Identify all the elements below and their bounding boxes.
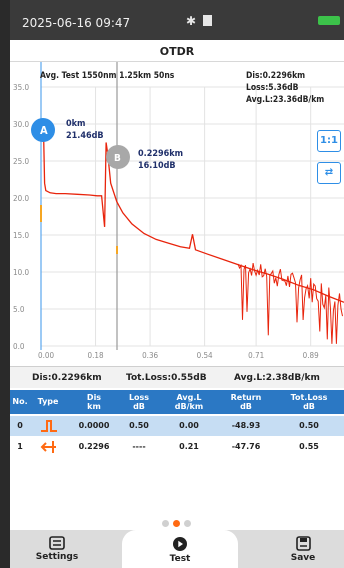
y-tick-label: 0.0 [13, 342, 25, 351]
summary-total-loss: Tot.Loss:0.55dB [126, 373, 207, 383]
row-avg-loss: 0.00 [179, 421, 199, 430]
col-ret-label: Return [230, 393, 262, 402]
play-icon [173, 537, 187, 551]
x-tick-label: 0.71 [248, 351, 264, 360]
col-dis-label: Dis [86, 393, 102, 402]
marker-b-letter: B [114, 153, 121, 164]
x-tick-label: 0.00 [38, 351, 54, 360]
save-button[interactable]: Save [268, 536, 338, 563]
y-tick-label: 30.0 [13, 120, 29, 129]
y-tick-label: 20.0 [13, 194, 29, 203]
y-tick-label: 25.0 [13, 157, 29, 166]
row-return: -48.93 [231, 421, 261, 430]
row-total-loss: 0.55 [299, 442, 319, 451]
marker-b-handle[interactable]: B [106, 145, 130, 169]
col-loss: Loss dB [118, 393, 160, 411]
row-total-loss: 0.50 [299, 421, 319, 430]
x-tick-label: 0.54 [197, 351, 213, 360]
summary-bar: Dis:0.2296km Tot.Loss:0.55dB Avg.L:2.38d… [10, 366, 344, 388]
x-tick-label: 0.89 [303, 351, 319, 360]
status-bar: 2025-06-16 09:47 ✱ [10, 0, 344, 40]
trace-loss: Loss:5.36dB [246, 83, 299, 93]
x-tick-label: 0.36 [142, 351, 158, 360]
col-loss-unit: dB [133, 402, 145, 411]
battery-icon [318, 16, 340, 25]
col-total-loss: Tot.Loss dB [274, 393, 344, 411]
summary-avg-loss: Avg.L:2.38dB/km [234, 373, 320, 383]
save-icon [295, 536, 311, 551]
test-info: Avg. Test 1550nm 1.25km 50ns [40, 71, 175, 81]
col-avg-loss: Avg.L dB/km [160, 393, 218, 411]
row-avg-loss: 0.21 [179, 442, 199, 451]
otdr-chart[interactable]: 35.0 30.0 25.0 20.0 15.0 10.0 5.0 0.0 0.00 0.18 0.… [10, 62, 344, 366]
col-tot-unit: dB [303, 402, 315, 411]
col-tot-label: Tot.Loss [290, 393, 328, 402]
bluetooth-icon: ✱ [186, 14, 197, 28]
table-row[interactable]: 0 0.0000 0.50 0.00 -48.93 0.50 [10, 416, 344, 436]
page-title: OTDR [159, 45, 195, 58]
end-event-icon [32, 437, 66, 465]
row-loss: 0.50 [129, 421, 149, 430]
marker-a-letter: A [40, 124, 48, 137]
y-tick-label: 10.0 [13, 268, 29, 277]
row-loss: ---- [132, 442, 146, 451]
x-tick-label: 0.18 [88, 351, 104, 360]
trace-dis: Dis:0.2296km [246, 71, 305, 81]
title-bar: OTDR [10, 40, 344, 62]
status-time: 2025-06-16 09:47 [22, 16, 131, 30]
page-indicator[interactable] [160, 512, 193, 531]
row-distance: 0.2296 [78, 442, 110, 451]
y-tick-label: 15.0 [13, 231, 29, 240]
col-return: Return dB [218, 393, 274, 411]
sim-card-icon [202, 15, 212, 26]
page-dot[interactable] [162, 520, 169, 527]
test-button[interactable]: Test [145, 536, 215, 564]
table-row[interactable]: 1 0.2296 ---- 0.21 -47.76 0.55 [10, 437, 344, 457]
bottom-nav: Settings Test Save [10, 530, 344, 568]
otdr-trace-noise [237, 263, 343, 344]
trace-avg-loss: Avg.L:23.36dB/km [246, 95, 324, 105]
zoom-ratio-button[interactable]: 1:1 [317, 130, 341, 152]
summary-distance: Dis:0.2296km [32, 373, 102, 383]
marker-b-distance: 0.2296km [138, 149, 183, 159]
row-distance: 0.0000 [78, 421, 110, 430]
col-no: No. [12, 397, 28, 406]
marker-a-distance: 0km [66, 119, 85, 129]
page-dot[interactable] [184, 520, 191, 527]
swap-icon[interactable]: ⇄ [317, 162, 341, 184]
settings-label: Settings [35, 552, 79, 562]
col-avgl-unit: dB/km [174, 402, 204, 411]
save-label: Save [290, 553, 316, 563]
settings-button[interactable]: Settings [22, 536, 92, 562]
status-icons: ✱ [186, 14, 212, 28]
settings-icon [49, 536, 65, 550]
otdr-trace [40, 119, 344, 303]
col-dis-unit: km [87, 402, 101, 411]
row-no: 1 [17, 442, 23, 451]
col-ret-unit: dB [240, 402, 252, 411]
page-dot-active[interactable] [173, 520, 180, 527]
col-avgl-label: Avg.L [176, 393, 202, 402]
row-no: 0 [17, 421, 23, 430]
marker-a-handle[interactable]: A [31, 118, 55, 142]
row-return: -47.76 [231, 442, 261, 451]
y-tick-label: 5.0 [13, 305, 25, 314]
event-table-header: No. Type Dis km Loss dB Avg.L dB/km Return d… [10, 390, 344, 414]
col-loss-label: Loss [128, 393, 150, 402]
y-tick-label: 35.0 [13, 83, 29, 92]
test-label: Test [169, 554, 191, 564]
col-type: Type [37, 397, 59, 406]
launch-event-icon [32, 416, 66, 444]
otdr-chart-area[interactable]: 35.0 30.0 25.0 20.0 15.0 10.0 5.0 0.0 0.00 0.18 0.… [10, 62, 344, 366]
marker-a-level: 21.46dB [66, 131, 104, 141]
otdr-screen: 2025-06-16 09:47 ✱ OTDR 35.0 30.0 25.0 20.0… [10, 0, 344, 568]
col-dis: Dis km [70, 393, 118, 411]
marker-b-level: 16.10dB [138, 161, 176, 171]
